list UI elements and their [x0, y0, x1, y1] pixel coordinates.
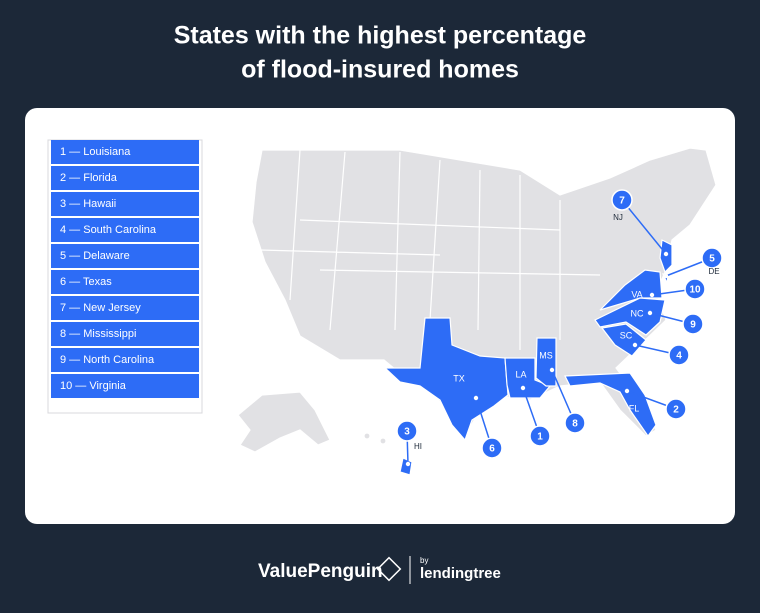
state-label: TX — [453, 373, 465, 383]
legend-text: 9 — North Carolina — [60, 354, 155, 366]
state-label: FL — [629, 403, 640, 413]
by-label: by — [420, 556, 428, 565]
callout-rank: 10 — [689, 285, 701, 296]
state-dot — [663, 251, 669, 257]
callout-badge — [396, 420, 418, 442]
state-dot — [473, 395, 479, 401]
legend-text: 1 — Louisiana — [60, 146, 131, 158]
state-label: LA — [515, 369, 526, 379]
callout-badge — [611, 189, 633, 211]
legend-text: 5 — Delaware — [60, 250, 130, 262]
state-dot — [520, 385, 526, 391]
callout-badge — [668, 344, 690, 366]
legend-item — [51, 218, 199, 242]
legend-item — [51, 192, 199, 216]
legend-text: 8 — Mississippi — [60, 328, 136, 340]
leader-line — [621, 199, 667, 255]
legend-item — [51, 296, 199, 320]
callout-badge — [701, 247, 723, 269]
state-tx — [383, 317, 509, 442]
alaska — [237, 391, 331, 453]
callout-badge — [564, 412, 586, 434]
callout-badge — [529, 425, 551, 447]
legend-item — [51, 244, 199, 268]
hawaii-island — [363, 432, 371, 440]
highlighted-states — [383, 239, 673, 476]
callout-badge — [665, 398, 687, 420]
callout-rank: 2 — [673, 405, 679, 416]
callout-rank: 9 — [690, 320, 696, 331]
state-label: NC — [631, 308, 644, 318]
state-dot — [405, 461, 411, 467]
callout-badge — [684, 278, 706, 300]
callout-rank: 4 — [676, 351, 682, 362]
hawaii-island — [379, 437, 387, 445]
legend-item — [51, 140, 199, 164]
legend-item — [51, 322, 199, 346]
callout-rank: 1 — [537, 432, 543, 443]
callout-badge — [682, 313, 704, 335]
legend-text: 6 — Texas — [60, 276, 112, 288]
brand-icon — [376, 556, 402, 582]
legend-item — [51, 348, 199, 372]
legend-item — [51, 374, 199, 398]
callout-rank: 8 — [572, 419, 578, 430]
callout-badge — [481, 437, 503, 459]
state-sc — [600, 323, 647, 357]
state-label: NJ — [613, 213, 623, 222]
callout-rank: 7 — [619, 196, 625, 207]
state-dot — [647, 310, 653, 316]
legend-text: 4 — South Carolina — [60, 224, 157, 236]
brand: ValuePenguin — [258, 561, 383, 582]
state-label: HI — [414, 442, 422, 451]
state-label: VA — [631, 289, 642, 299]
legend-text: 2 — Florida — [60, 172, 118, 184]
callout-rank: 5 — [709, 254, 715, 265]
title-line: States with the highest percentage — [174, 22, 587, 50]
legend-text: 3 — Hawaii — [60, 198, 116, 210]
title-line: of flood-insured homes — [241, 56, 519, 84]
legend: 1 — Louisiana 2 — Florida 3 — Hawaii 4 — So… — [51, 140, 199, 398]
callout-rank: 6 — [489, 444, 495, 455]
state-dot — [624, 388, 630, 394]
callouts: 1 LA 2 FL 3 HI 4 SC 5 DE 6 TX 7 NJ 8 MS 9 NC 10 VA — [396, 189, 723, 467]
state-nc — [594, 297, 666, 336]
legend-text: 10 — Virginia — [60, 380, 127, 392]
state-label: MS — [539, 350, 553, 360]
state-dot — [549, 367, 555, 373]
state-label: DE — [708, 267, 719, 276]
state-dot — [649, 292, 655, 298]
callout-rank: 3 — [404, 427, 410, 438]
state-label: SC — [620, 330, 633, 340]
state-borders — [259, 149, 601, 350]
state-fl — [564, 372, 657, 438]
partner: lendingtree — [420, 565, 501, 582]
us-mainland — [251, 147, 717, 438]
legend-text: 7 — New Jersey — [60, 302, 141, 314]
map — [237, 147, 717, 453]
state-la — [504, 357, 551, 399]
state-ms — [535, 337, 557, 387]
legend-item — [51, 270, 199, 294]
state-dot — [663, 273, 669, 279]
state-dot — [632, 342, 638, 348]
legend-item — [51, 166, 199, 190]
